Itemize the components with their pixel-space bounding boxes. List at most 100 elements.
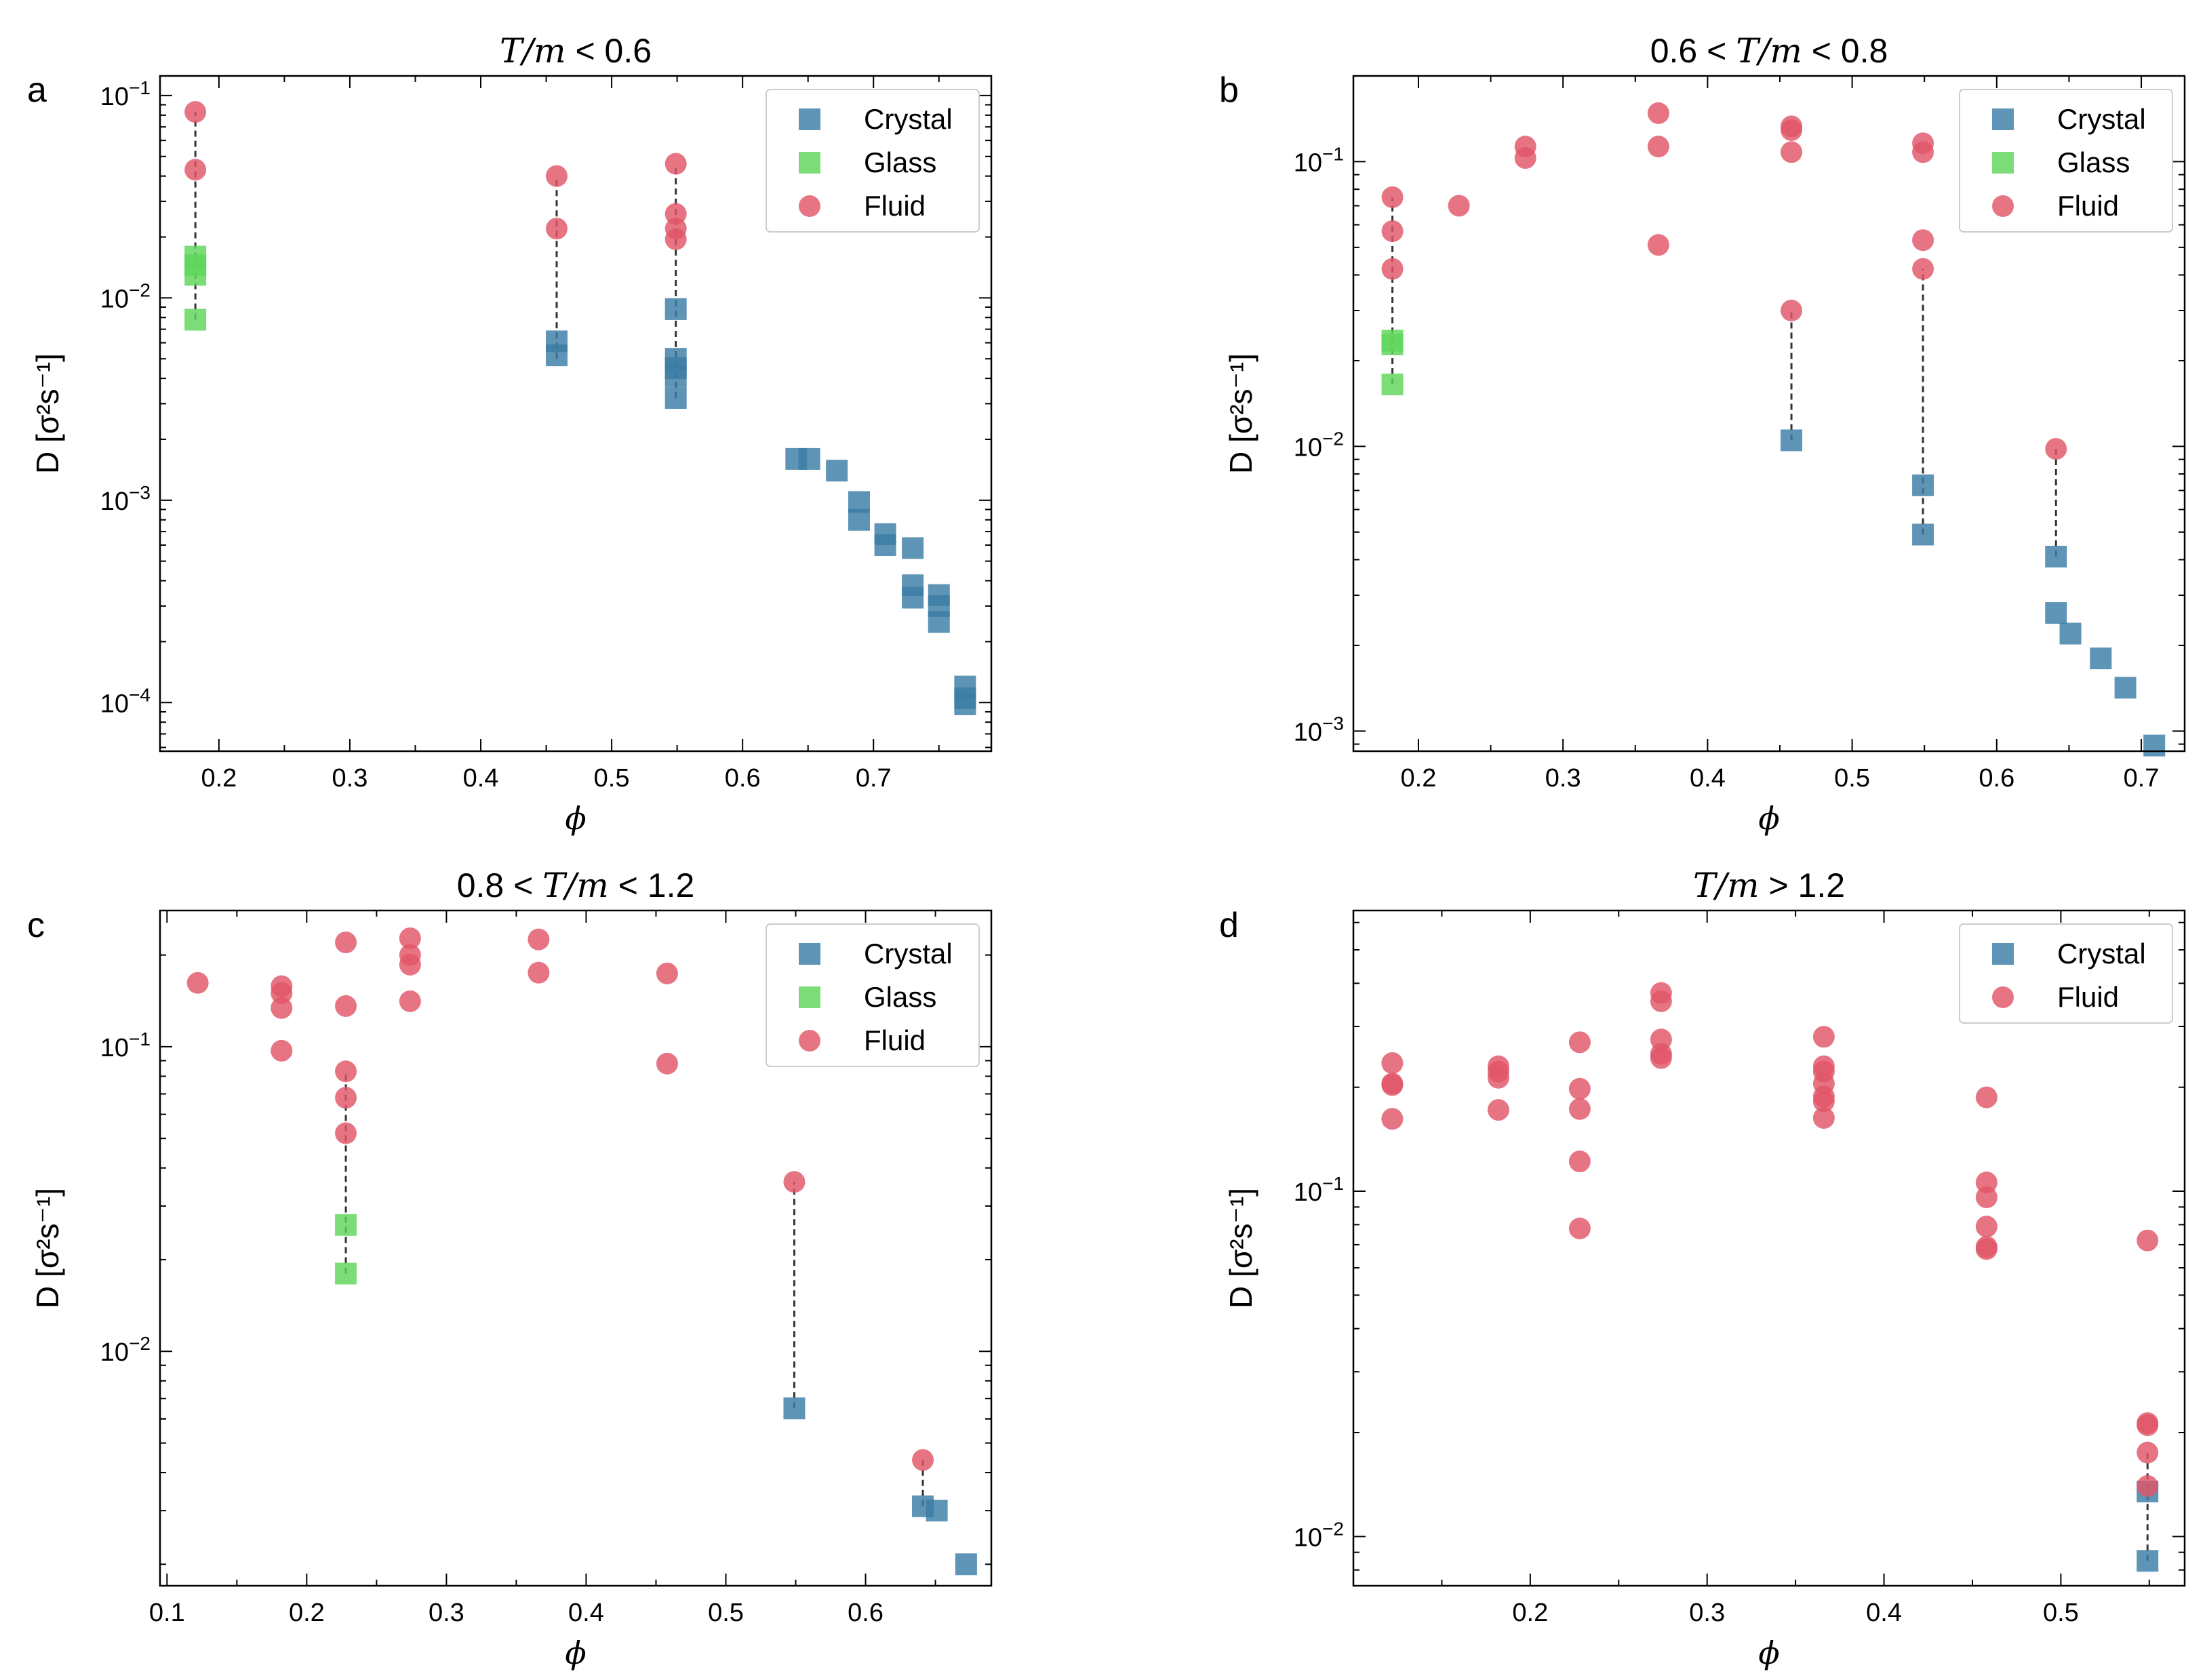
fluid-marker xyxy=(335,932,357,954)
glass-marker xyxy=(335,1214,357,1236)
title-variable: T/m xyxy=(1693,866,1760,905)
y-tick-label: 10−4 xyxy=(100,684,151,718)
fluid-marker xyxy=(1975,1238,1998,1260)
glass-marker xyxy=(184,308,207,331)
crystal-marker xyxy=(2059,622,2082,645)
axes-frame xyxy=(1352,75,2186,753)
y-axis-label: D [σ²s⁻¹] xyxy=(1223,353,1258,474)
legend-crystal-marker xyxy=(1992,108,2014,130)
legend-crystal-marker xyxy=(799,943,820,965)
legend-label-glass: Glass xyxy=(864,981,936,1013)
fluid-marker xyxy=(1448,195,1470,217)
legend-label-glass: Glass xyxy=(2057,146,2130,178)
fluid-marker xyxy=(1975,1186,1998,1209)
legend-label-crystal: Crystal xyxy=(864,103,953,135)
legend-fluid-marker xyxy=(799,1030,820,1052)
axes-frame xyxy=(159,909,993,1587)
legend-label-glass: Glass xyxy=(864,146,936,178)
legend-fluid-marker xyxy=(1992,986,2014,1008)
fluid-marker xyxy=(1781,141,1803,163)
x-tick-label: 0.5 xyxy=(708,1599,744,1627)
crystal-marker xyxy=(848,508,870,531)
title-text: 0.8 < xyxy=(457,866,543,904)
x-tick-label: 0.3 xyxy=(332,764,368,793)
fluid-marker xyxy=(528,961,550,984)
x-tick-label: 0.4 xyxy=(1690,764,1726,793)
fluid-marker xyxy=(271,1039,293,1062)
fluid-marker xyxy=(335,1060,357,1083)
crystal-marker xyxy=(955,1553,977,1576)
crystal-marker xyxy=(2045,602,2067,624)
fluid-marker xyxy=(335,995,357,1017)
x-axis-label: ϕ xyxy=(1758,1635,1779,1671)
legend-glass-marker xyxy=(1992,152,2014,174)
title-variable: T/m xyxy=(542,866,609,905)
title-text: 0.6 < xyxy=(1650,32,1736,70)
title-text: < 1.2 xyxy=(609,866,695,904)
fluid-marker xyxy=(656,962,678,984)
fluid-marker xyxy=(2137,1414,2159,1437)
legend-label-fluid: Fluid xyxy=(864,190,926,222)
x-tick-label: 0.5 xyxy=(1834,764,1870,793)
legend-label-crystal: Crystal xyxy=(2057,938,2146,969)
crystal-marker xyxy=(2114,677,2137,699)
crystal-marker xyxy=(826,460,848,482)
axes-frame xyxy=(159,75,993,753)
x-tick-label: 0.1 xyxy=(149,1599,185,1627)
fluid-marker xyxy=(664,153,687,175)
legend-glass-marker xyxy=(799,152,820,174)
glass-marker xyxy=(184,264,207,286)
fluid-marker xyxy=(271,982,293,1004)
y-axis-label: D [σ²s⁻¹] xyxy=(30,1188,65,1308)
title-text: > 1.2 xyxy=(1760,866,1846,904)
fluid-marker xyxy=(1812,1090,1835,1113)
crystal-marker xyxy=(2045,546,2067,568)
x-tick-label: 0.5 xyxy=(594,764,630,793)
crystal-marker xyxy=(1912,523,1934,546)
fluid-marker xyxy=(1568,1031,1591,1054)
y-tick-label: 10−2 xyxy=(100,1333,151,1367)
fluid-marker xyxy=(1381,1052,1404,1075)
fluid-marker xyxy=(186,972,209,994)
legend-glass-marker xyxy=(799,986,820,1008)
x-tick-label: 0.3 xyxy=(429,1599,464,1627)
x-tick-label: 0.4 xyxy=(1866,1599,1902,1627)
y-tick-label: 10−2 xyxy=(1294,428,1344,462)
crystal-marker xyxy=(902,586,924,609)
fluid-marker xyxy=(1514,147,1536,169)
fluid-marker xyxy=(1487,1066,1509,1089)
fluid-marker xyxy=(1381,258,1404,280)
y-axis-label: D [σ²s⁻¹] xyxy=(1223,1188,1258,1308)
x-tick-label: 0.5 xyxy=(2043,1599,2079,1627)
legend-label-crystal: Crystal xyxy=(864,938,953,969)
crystal-marker xyxy=(2137,1550,2159,1572)
fluid-marker xyxy=(1647,136,1669,158)
fluid-marker xyxy=(399,953,421,976)
legend-label-crystal: Crystal xyxy=(2057,103,2146,135)
fluid-marker xyxy=(656,1052,678,1075)
y-tick-label: 10−1 xyxy=(100,77,151,111)
fluid-marker xyxy=(2045,438,2067,460)
y-axis-label: D [σ²s⁻¹] xyxy=(30,353,65,474)
legend-label-fluid: Fluid xyxy=(864,1024,926,1056)
x-tick-label: 0.4 xyxy=(568,1599,604,1627)
axes-frame xyxy=(1352,909,2186,1587)
fluid-marker xyxy=(783,1171,806,1193)
fluid-marker xyxy=(1975,1216,1998,1238)
legend-fluid-marker xyxy=(799,195,820,217)
panel-letter: c xyxy=(27,906,45,945)
fluid-marker xyxy=(664,228,687,250)
panel-b: b 0.6 < T/m < 0.8 0.2 0.3 0.4 0.5 0.6 0.7 10−3 10… xyxy=(1219,31,2186,837)
crystal-marker xyxy=(2090,647,2112,670)
legend-fluid-marker xyxy=(1992,195,2014,217)
legend-crystal-marker xyxy=(799,108,820,130)
fluid-marker xyxy=(1650,990,1672,1012)
glass-marker xyxy=(1381,374,1404,396)
fluid-marker xyxy=(1487,1099,1509,1121)
crystal-marker xyxy=(928,611,950,633)
legend-label-fluid: Fluid xyxy=(2057,981,2119,1013)
crystal-marker xyxy=(798,447,820,470)
panel-a: a T/m < 0.6 0.2 0.3 0.4 0.5 0.6 0.7 10−4 10−3 10−2… xyxy=(27,31,993,837)
y-tick-label: 10−1 xyxy=(1294,143,1344,177)
x-tick-label: 0.3 xyxy=(1545,764,1581,793)
